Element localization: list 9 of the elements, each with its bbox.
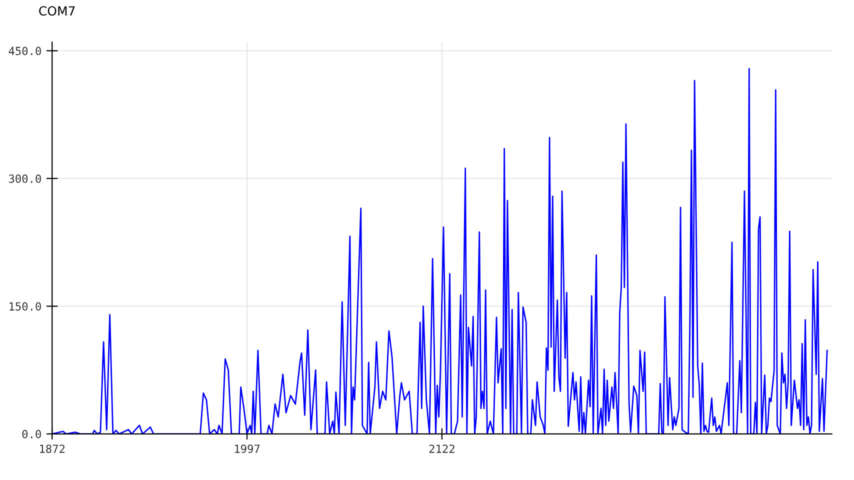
x-tick-label: 2122 (429, 444, 454, 453)
y-tick-label: 450.0 (8, 46, 41, 56)
x-tick-label: 1997 (234, 444, 260, 453)
line-series (52, 68, 828, 434)
y-tick-label: 300.0 (8, 174, 41, 183)
y-tick-label: 150.0 (10, 302, 41, 311)
y-tick-label: 0.0 (22, 430, 41, 438)
chart-title: COM7 (39, 6, 75, 16)
x-tick-label: 1872 (40, 444, 65, 453)
